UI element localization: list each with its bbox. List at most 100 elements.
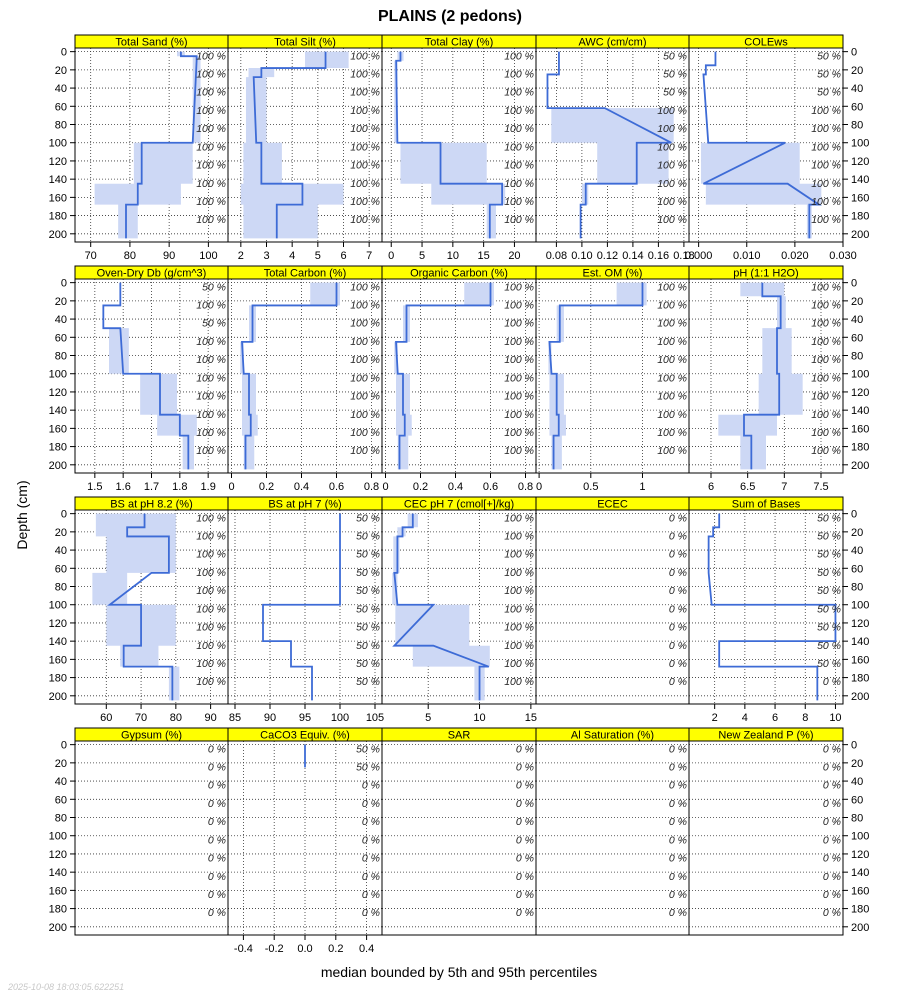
panel-19: Al Saturation (%) 0 % 0 % 0 % 0 % 0 % 0 % 0 % 0 …: [535, 727, 690, 936]
coverage-label: 100 %: [657, 214, 687, 226]
percentile-band: [109, 328, 197, 470]
x-tick-label: 0: [382, 481, 388, 493]
x-tick-label: 5: [315, 250, 321, 262]
coverage-label: 100 %: [811, 160, 841, 172]
median-line: [102, 282, 190, 470]
coverage-label: 50 %: [817, 512, 841, 524]
x-tick-label: 15: [478, 250, 490, 262]
coverage-label: 100 %: [657, 123, 687, 135]
coverage-label: 0 %: [208, 798, 226, 810]
coverage-label: 100 %: [196, 336, 226, 348]
coverage-label: 100 %: [196, 445, 226, 457]
coverage-label: 100 %: [350, 391, 380, 403]
y-tick-label: 60: [851, 563, 863, 575]
coverage-label: 0 %: [669, 530, 687, 542]
coverage-label: 100 %: [196, 676, 226, 688]
percentile-band: [392, 513, 490, 701]
panel-title: ECEC: [597, 499, 628, 511]
coverage-label: 100 %: [350, 299, 380, 311]
coverage-label: 100 %: [811, 214, 841, 226]
coverage-label: 100 %: [811, 427, 841, 439]
coverage-label: 0 %: [362, 853, 380, 865]
panel-18: SAR 0 % 0 % 0 % 0 % 0 % 0 % 0 % 0 % 0 % 0 %: [381, 727, 537, 936]
panel-title: COLEws: [744, 37, 788, 49]
panel-title: Sum of Bases: [732, 499, 801, 511]
coverage-label: 100 %: [811, 123, 841, 135]
y-tick-label: 80: [55, 582, 67, 594]
coverage-label: 50 %: [356, 549, 380, 561]
panel-12: BS at pH 7 (%) 50 % 50 % 50 % 50 % 50 % 50 % 50…: [227, 496, 384, 724]
x-tick-label: 6: [708, 481, 714, 493]
y-tick-label: 200: [49, 691, 67, 703]
y-tick-label: 20: [851, 296, 863, 308]
y-tick-label: 60: [55, 563, 67, 575]
coverage-label: 100 %: [657, 354, 687, 366]
panel-6: Oven-Dry Db (g/cm^3)50 %100 %50 %100 %10…: [49, 265, 229, 493]
coverage-label: 100 %: [811, 178, 841, 190]
coverage-label: 100 %: [196, 622, 226, 634]
coverage-label: 100 %: [350, 427, 380, 439]
percentile-band: [548, 282, 647, 470]
median-line: [262, 513, 341, 701]
panel-title: Total Carbon (%): [264, 268, 347, 280]
y-tick-label: 80: [851, 120, 863, 132]
x-tick-label: 1: [639, 481, 645, 493]
y-tick-label: 40: [851, 545, 863, 557]
x-tick-label: 4: [742, 712, 748, 724]
y-tick-label: 20: [851, 758, 863, 770]
median-line: [241, 282, 338, 470]
coverage-label: 100 %: [657, 178, 687, 190]
coverage-label: 100 %: [504, 87, 534, 99]
y-tick-label: 140: [851, 174, 869, 186]
y-tick-label: 200: [851, 922, 869, 934]
coverage-label: 100 %: [196, 409, 226, 421]
coverage-label: 100 %: [196, 585, 226, 597]
y-tick-label: 20: [851, 527, 863, 539]
x-tick-label: 80: [170, 712, 182, 724]
y-tick-label: 160: [49, 654, 67, 666]
coverage-label: 0 %: [669, 549, 687, 561]
panel-frame: [535, 509, 690, 705]
y-tick-label: 120: [851, 387, 869, 399]
x-tick-label: 4: [289, 250, 295, 262]
y-tick-label: 100: [851, 600, 869, 612]
coverage-label: 0 %: [516, 834, 534, 846]
coverage-label: 100 %: [350, 141, 380, 153]
y-tick-label: 180: [851, 211, 869, 223]
coverage-label: 0 %: [208, 834, 226, 846]
coverage-label: 0 %: [362, 798, 380, 810]
y-tick-label: 200: [851, 229, 869, 241]
percentile-band: [94, 51, 201, 239]
coverage-label: 100 %: [196, 178, 226, 190]
coverage-label: 50 %: [817, 50, 841, 62]
y-tick-label: 180: [49, 904, 67, 916]
coverage-label: 100 %: [504, 427, 534, 439]
coverage-label: 0 %: [362, 816, 380, 828]
coverage-label: 0 %: [823, 761, 841, 773]
coverage-label: 50 %: [817, 585, 841, 597]
y-tick-label: 40: [55, 545, 67, 557]
coverage-label: 100 %: [350, 354, 380, 366]
coverage-label: 50 %: [663, 68, 687, 80]
y-tick-label: 120: [49, 849, 67, 861]
coverage-label: 100 %: [504, 622, 534, 634]
coverage-label: 50 %: [356, 512, 380, 524]
coverage-label: 0 %: [669, 658, 687, 670]
coverage-label: 100 %: [504, 50, 534, 62]
x-tick-label: 0.2: [413, 481, 428, 493]
x-tick-label: 2: [712, 712, 718, 724]
coverage-label: 50 %: [663, 50, 687, 62]
coverage-label: 50 %: [817, 640, 841, 652]
x-tick-label: 1.6: [116, 481, 131, 493]
y-tick-label: 60: [55, 332, 67, 344]
panel-3: Total Clay (%) 100 % 100 % 100 % 100 % 100 % 1…: [381, 34, 537, 262]
x-tick-label: 0.4: [294, 481, 309, 493]
coverage-label: 0 %: [823, 871, 841, 883]
y-tick-label: 0: [61, 740, 67, 752]
y-tick-label: 80: [851, 351, 863, 363]
coverage-label: 100 %: [196, 196, 226, 208]
coverage-label: 50 %: [663, 87, 687, 99]
x-tick-label: 95: [299, 712, 311, 724]
coverage-label: 0 %: [669, 780, 687, 792]
coverage-label: 100 %: [350, 336, 380, 348]
